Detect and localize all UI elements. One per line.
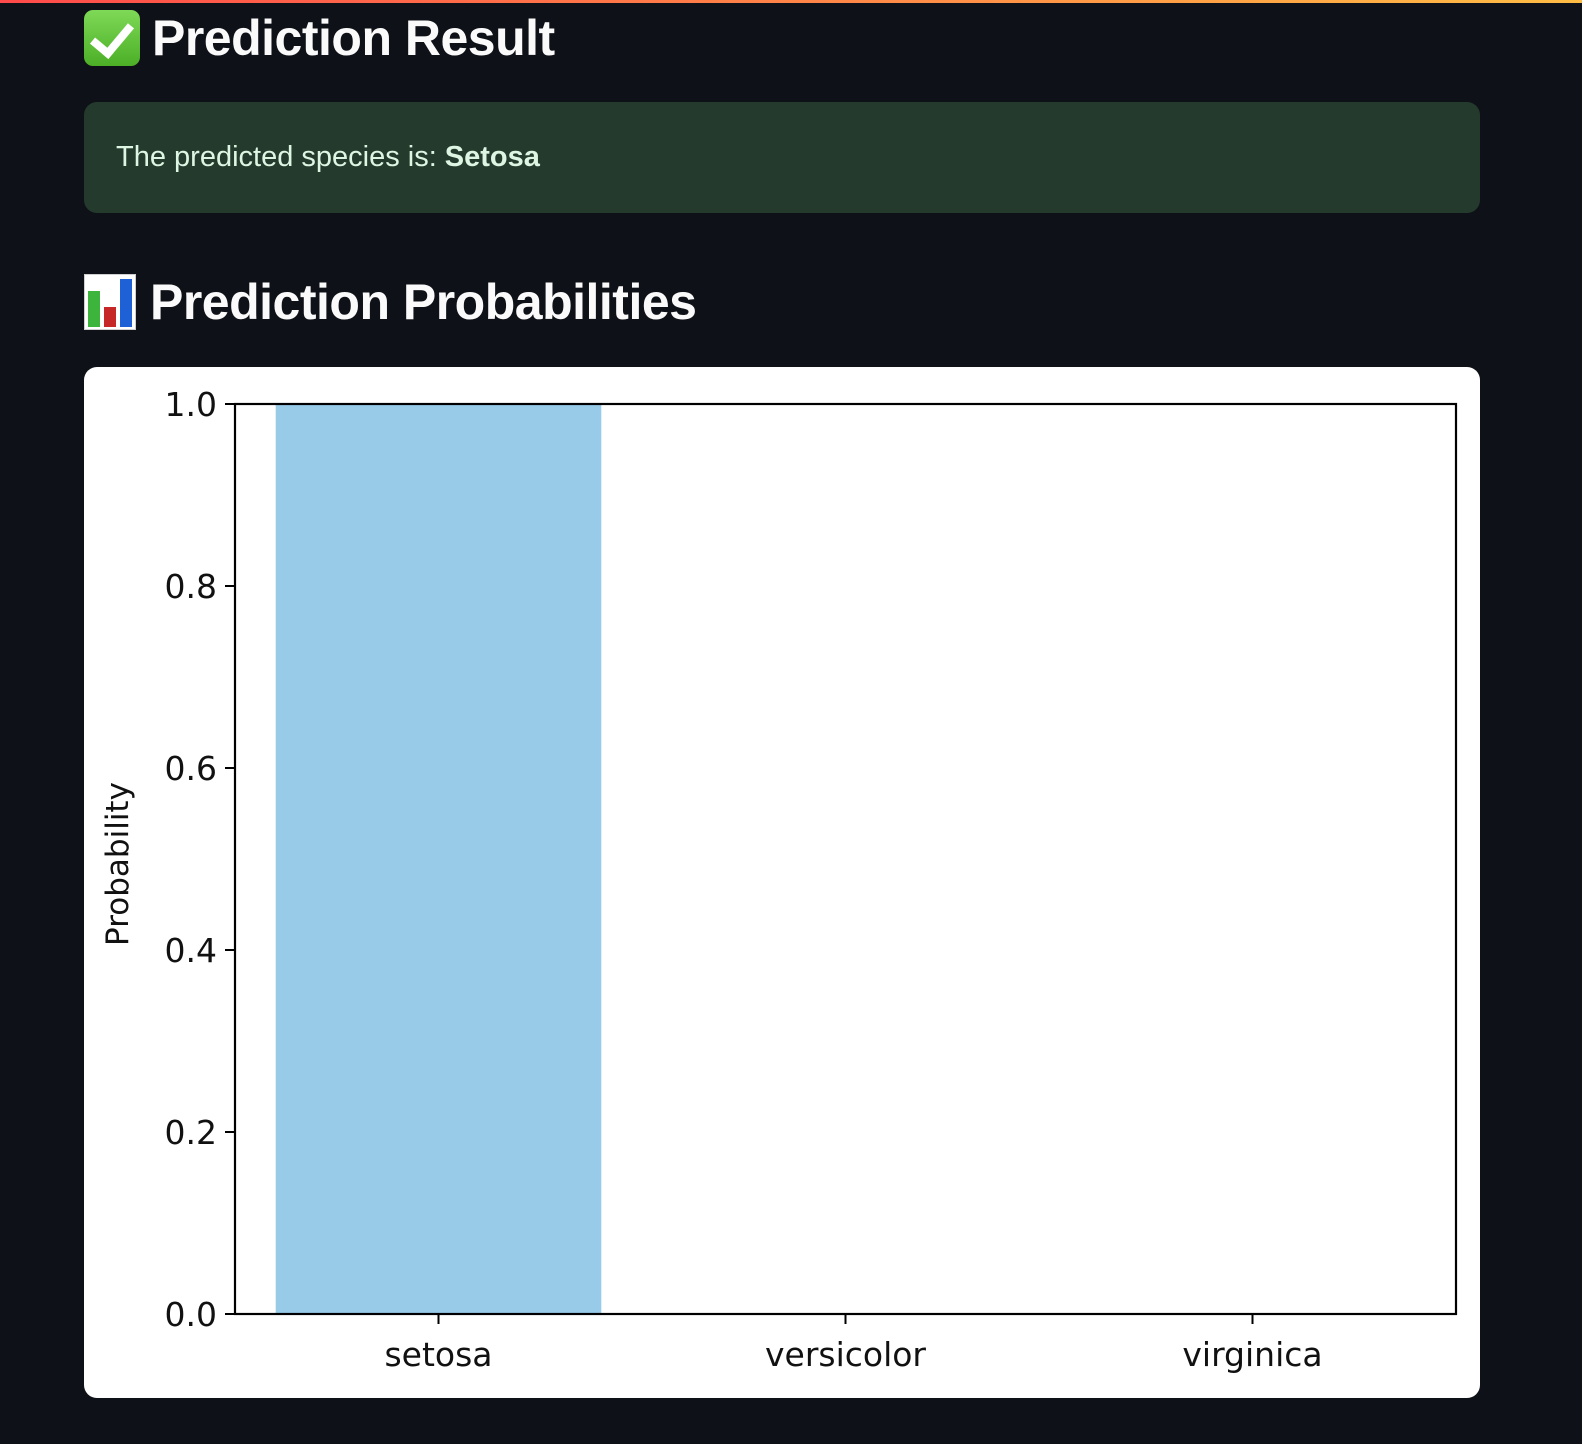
bar-chart-icon <box>84 274 136 330</box>
y-axis-label: Probability <box>100 782 136 946</box>
prediction-probabilities-heading: Prediction Probabilities <box>84 272 697 332</box>
prediction-probabilities-title: Prediction Probabilities <box>150 274 697 330</box>
y-tick-label: 1.0 <box>165 385 217 424</box>
prediction-result-heading: Prediction Result <box>84 8 555 68</box>
success-alert: The predicted species is: Setosa <box>84 102 1480 213</box>
y-tick-label: 0.6 <box>165 749 217 788</box>
x-tick-label: versicolor <box>765 1335 926 1374</box>
y-tick-label: 0.4 <box>165 931 217 970</box>
top-accent-bar <box>0 0 1582 3</box>
y-tick-label: 0.8 <box>165 567 217 606</box>
prediction-result-title: Prediction Result <box>152 10 555 66</box>
predicted-species: Setosa <box>444 141 540 173</box>
x-tick-label: setosa <box>384 1335 492 1374</box>
success-message-prefix: The predicted species is: <box>116 141 437 173</box>
y-tick-label: 0.2 <box>165 1113 217 1152</box>
probability-bar-chart: 0.0 0.2 0.4 0.6 0.8 1.0 setosa versicolor virgin… <box>100 385 1458 1374</box>
x-tick-label: virginica <box>1182 1335 1322 1374</box>
bar-setosa <box>275 404 602 1314</box>
check-mark-button-icon <box>84 10 140 66</box>
probability-chart-card: 0.0 0.2 0.4 0.6 0.8 1.0 setosa versicolor virgin… <box>84 367 1480 1398</box>
y-tick-label: 0.0 <box>165 1295 217 1334</box>
